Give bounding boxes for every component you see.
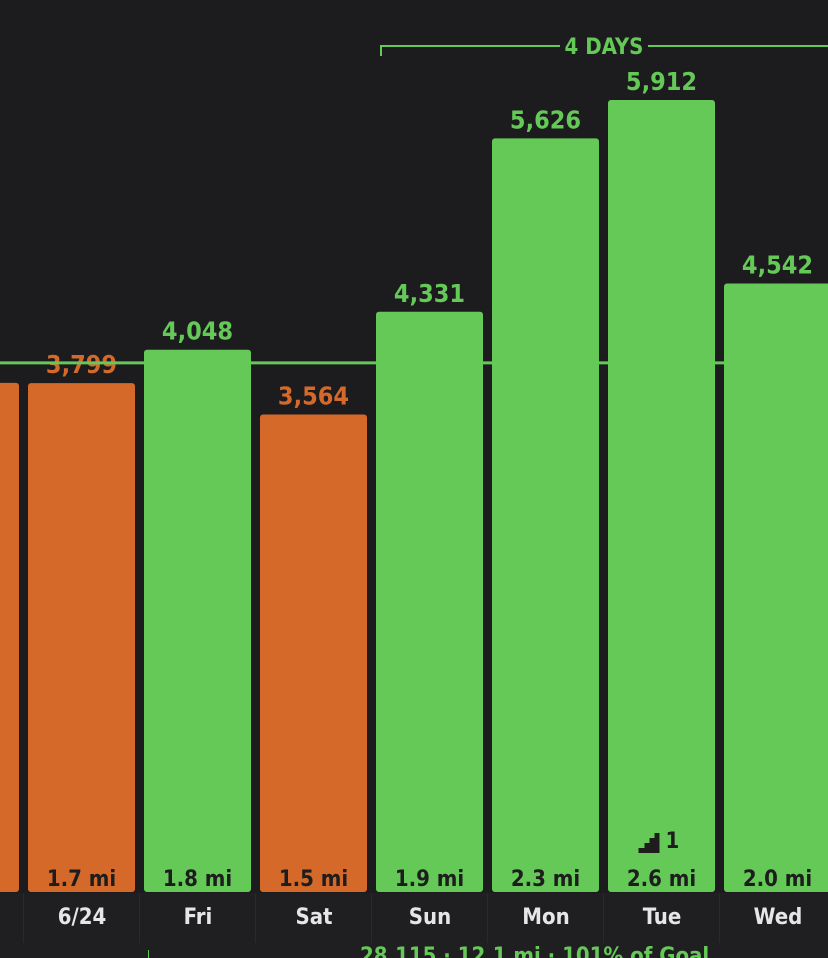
day-label: Fri bbox=[183, 905, 213, 930]
column-separator bbox=[603, 893, 604, 943]
column-separator bbox=[719, 893, 720, 943]
bar bbox=[376, 311, 483, 893]
floors-count: 1 bbox=[666, 829, 680, 854]
value-label: 4,331 bbox=[394, 279, 465, 308]
value-label: 4,048 bbox=[162, 317, 233, 346]
value-label: 5,626 bbox=[510, 105, 581, 134]
steps-bar-chart: 3,799 1.7 mi 4,048 1.8 mi 3,564 1.5 mi 4,331 1.… bbox=[0, 67, 828, 893]
stairs-icon bbox=[638, 833, 660, 853]
distance-label: 1.7 mi bbox=[47, 867, 116, 892]
distance-label: 2.3 mi bbox=[511, 867, 580, 892]
column-separator bbox=[487, 893, 488, 943]
value-label: 3,799 bbox=[46, 350, 117, 379]
column-separator bbox=[23, 893, 24, 943]
streak-indicator: 4 DAYS bbox=[0, 0, 828, 70]
streak-label: 4 DAYS bbox=[565, 35, 644, 60]
distance-label: 1.8 mi bbox=[163, 867, 232, 892]
distance-label: 1.9 mi bbox=[395, 867, 464, 892]
value-label: 4,542 bbox=[742, 251, 813, 280]
bar bbox=[724, 283, 828, 892]
bar bbox=[144, 349, 251, 892]
distance-label: 2.6 mi bbox=[627, 867, 696, 892]
bar bbox=[492, 138, 599, 892]
day-label: Mon bbox=[522, 905, 570, 930]
day-label: Tue bbox=[642, 905, 682, 930]
value-label: 5,912 bbox=[626, 67, 697, 96]
weekly-summary: 28,115 · 12.1 mi · 101% of Goal bbox=[360, 944, 710, 958]
day-label-strip bbox=[0, 893, 828, 958]
bar bbox=[0, 382, 19, 892]
day-label: Sat bbox=[295, 905, 333, 930]
day-label: 6/24 bbox=[57, 905, 107, 930]
distance-label: 2.0 mi bbox=[743, 867, 812, 892]
day-label: Sun bbox=[408, 905, 452, 930]
summary-tick bbox=[148, 950, 149, 958]
column-separator bbox=[255, 893, 256, 943]
value-label: 3,564 bbox=[278, 382, 349, 411]
bar bbox=[260, 414, 367, 892]
column-separator bbox=[371, 893, 372, 943]
distance-label: 1.5 mi bbox=[279, 867, 348, 892]
bar bbox=[608, 100, 715, 892]
day-label: Wed bbox=[753, 905, 803, 930]
bar bbox=[28, 383, 135, 892]
column-separator bbox=[139, 893, 140, 943]
